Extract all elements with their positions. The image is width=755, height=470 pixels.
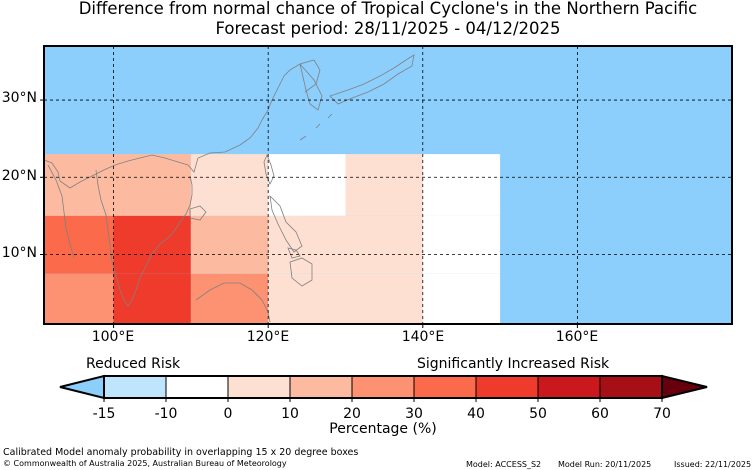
colorbar-segment bbox=[475, 375, 539, 399]
colorbar-tick-label: 60 bbox=[591, 406, 609, 422]
anomaly-cell bbox=[268, 154, 346, 216]
coastline-luzon bbox=[269, 194, 303, 253]
anomaly-cell bbox=[113, 215, 191, 274]
colorbar-segment bbox=[227, 375, 291, 399]
footer-model: Model: ACCESS_S2 bbox=[466, 460, 542, 469]
y-tick-label-10n: 10°N bbox=[1, 245, 37, 261]
coastline-china bbox=[43, 59, 321, 189]
colorbar bbox=[59, 374, 708, 402]
y-tick-label-30n: 30°N bbox=[1, 90, 37, 106]
colorbar-tick-label: 50 bbox=[529, 406, 547, 422]
colorbar-tick-label: 10 bbox=[281, 406, 299, 422]
colorbar-segment bbox=[165, 375, 229, 399]
anomaly-cell bbox=[268, 215, 423, 274]
coastline-hainan bbox=[189, 205, 207, 221]
colorbar-segment bbox=[599, 375, 663, 399]
chart-title-line2: Forecast period: 28/11/2025 - 04/12/2025 bbox=[215, 19, 561, 38]
map-frame bbox=[43, 45, 733, 325]
footer-model-run: Model Run: 20/11/2025 bbox=[558, 460, 652, 469]
colorbar-segment bbox=[413, 375, 477, 399]
anomaly-cell bbox=[113, 273, 191, 324]
anomaly-cell bbox=[44, 215, 114, 274]
anomaly-cell bbox=[422, 154, 501, 216]
colorbar-outline bbox=[103, 375, 663, 399]
colorbar-segment bbox=[103, 375, 167, 399]
anomaly-cell bbox=[422, 215, 501, 274]
colorbar-tick-label: 70 bbox=[653, 406, 671, 422]
anomaly-cell bbox=[190, 273, 269, 324]
x-tick-label-100e: 100°E bbox=[91, 329, 135, 345]
coastline-mindanao bbox=[289, 257, 313, 287]
anomaly-cells bbox=[44, 46, 732, 324]
coastline-indochina bbox=[95, 169, 193, 307]
increased-risk-label: Significantly Increased Risk bbox=[417, 356, 610, 372]
colorbar-tick-label: 20 bbox=[343, 406, 361, 422]
x-tick-label-160e: 160°E bbox=[555, 329, 599, 345]
coastline-ryukyu bbox=[299, 113, 333, 141]
anomaly-cell bbox=[268, 273, 423, 324]
colorbar-segment bbox=[289, 375, 353, 399]
coastline-myanmar bbox=[47, 164, 75, 259]
colorbar-tick-label: -10 bbox=[154, 406, 178, 422]
coastline-taiwan bbox=[263, 153, 275, 185]
colorbar-tick-label: 0 bbox=[223, 406, 233, 422]
y-ticks bbox=[40, 99, 44, 255]
coastline bbox=[43, 54, 415, 323]
anomaly-cell bbox=[345, 154, 423, 216]
footer-note: Calibrated Model anomaly probability in … bbox=[3, 447, 359, 458]
anomaly-cell bbox=[190, 154, 269, 216]
colorbar-axis-label: Percentage (%) bbox=[329, 421, 437, 437]
colorbar-min-arrow bbox=[59, 374, 105, 400]
x-tick-label-120e: 120°E bbox=[246, 329, 290, 345]
x-tick-label-140e: 140°E bbox=[401, 329, 445, 345]
coastline-korea bbox=[299, 63, 323, 111]
footer-issued: Issued: 22/11/2025 bbox=[674, 460, 752, 469]
anomaly-cell bbox=[190, 215, 269, 274]
chart-title-line1: Difference from normal chance of Tropica… bbox=[78, 0, 698, 18]
colorbar-segment bbox=[537, 375, 601, 399]
x-ticks bbox=[113, 324, 578, 328]
colorbar-tick-label: -15 bbox=[92, 406, 116, 422]
anomaly-cell bbox=[422, 273, 501, 324]
coastline-japan bbox=[329, 54, 415, 105]
colorbar-segment bbox=[351, 375, 415, 399]
y-tick-label-20n: 20°N bbox=[1, 168, 37, 184]
colorbar-max-arrow bbox=[661, 374, 708, 400]
coastline-borneo bbox=[195, 282, 271, 323]
anomaly-cell bbox=[44, 273, 114, 324]
colorbar-tick-label: 30 bbox=[405, 406, 423, 422]
graticule bbox=[44, 46, 732, 324]
reduced-risk-label: Reduced Risk bbox=[86, 356, 181, 372]
footer-copyright: © Commonwealth of Australia 2025, Austra… bbox=[3, 459, 287, 468]
colorbar-tick-label: 40 bbox=[467, 406, 485, 422]
